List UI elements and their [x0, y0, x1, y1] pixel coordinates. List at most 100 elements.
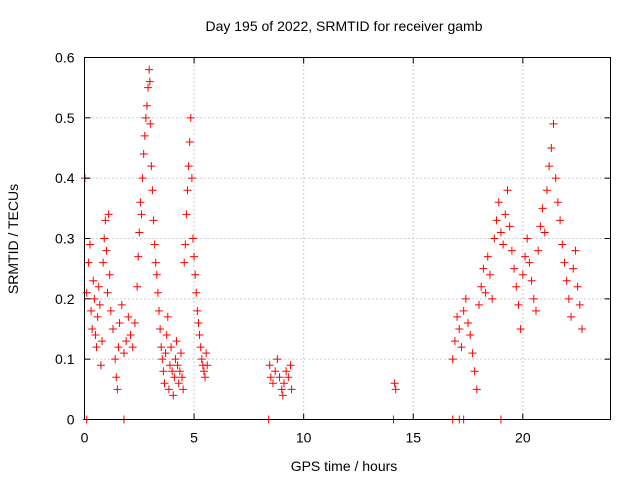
data-point: [390, 379, 399, 388]
data-point: [100, 234, 109, 243]
data-point: [167, 343, 176, 352]
data-point: [98, 337, 107, 346]
data-point: [448, 355, 457, 364]
data-point: [111, 355, 120, 364]
data-point: [201, 373, 210, 382]
data-point: [512, 282, 521, 291]
data-point: [115, 318, 124, 327]
data-point: [128, 343, 137, 352]
data-point: [523, 234, 532, 243]
data-point: [145, 65, 154, 74]
data-point: [496, 228, 505, 237]
data-point: [521, 252, 530, 261]
data-point: [172, 337, 181, 346]
data-point: [104, 210, 113, 219]
data-point: [202, 349, 211, 358]
data-point: [188, 234, 197, 243]
data-point: [193, 306, 202, 315]
data-point: [571, 246, 580, 255]
data-point: [153, 288, 162, 297]
y-tick-label: 0: [67, 412, 75, 428]
data-point: [549, 119, 558, 128]
x-tick-label: 15: [405, 430, 421, 446]
data-point: [122, 337, 131, 346]
data-point: [163, 312, 172, 321]
data-point: [268, 379, 277, 388]
data-point: [514, 300, 523, 309]
data-point: [529, 294, 538, 303]
data-point: [139, 150, 148, 159]
data-point: [138, 174, 147, 183]
data-point: [105, 270, 114, 279]
data-point: [578, 325, 587, 333]
data-point: [277, 385, 286, 394]
data-point: [179, 385, 188, 394]
data-point: [479, 264, 488, 273]
data-point: [507, 246, 516, 255]
data-point: [178, 373, 187, 382]
data-point: [150, 240, 159, 249]
data-point: [87, 306, 96, 315]
x-axis-label: GPS time / hours: [291, 458, 398, 474]
data-point: [137, 210, 146, 219]
data-point: [475, 300, 483, 309]
data-point: [275, 373, 284, 382]
data-point: [516, 325, 525, 333]
data-point: [102, 246, 111, 255]
data-point: [453, 312, 462, 321]
data-point: [168, 367, 177, 376]
data-point: [551, 174, 560, 183]
data-point: [130, 318, 139, 327]
data-point: [278, 391, 287, 400]
data-point: [556, 216, 565, 225]
data-point: [510, 264, 519, 273]
y-tick-label: 0.1: [55, 351, 75, 367]
data-point: [567, 312, 576, 321]
data-point: [194, 318, 203, 327]
data-point: [481, 288, 490, 297]
data-point: [477, 282, 486, 291]
labels-layer: 0 0.1 0.2 0.3 0.4 0.5 0.6 0 5 10 15 20: [55, 50, 531, 446]
data-point: [472, 385, 481, 394]
y-tick-label: 0.2: [55, 291, 75, 307]
data-point: [545, 162, 554, 171]
data-point: [540, 228, 549, 237]
data-point: [575, 300, 584, 309]
data-point: [165, 361, 174, 370]
data-point: [485, 270, 494, 279]
data-point: [525, 258, 534, 267]
y-tick-label: 0.3: [55, 231, 75, 247]
data-point: [527, 276, 536, 285]
data-point: [573, 282, 582, 291]
data-point: [119, 349, 128, 358]
data-point: [553, 198, 562, 207]
data-point: [284, 373, 293, 382]
data-point: [156, 325, 165, 333]
data-point: [126, 331, 135, 340]
data-point: [181, 240, 190, 249]
data-point: [148, 186, 157, 195]
data-point: [149, 216, 158, 225]
data-point: [542, 186, 551, 195]
data-point: [505, 222, 514, 231]
data-point: [152, 270, 161, 279]
data-point: [99, 258, 108, 267]
y-tick-label: 0.6: [55, 50, 75, 66]
data-point: [142, 101, 151, 110]
data-point: [174, 379, 183, 388]
data-point: [184, 162, 193, 171]
data-point: [91, 331, 100, 340]
x-tick-label: 20: [515, 430, 531, 446]
data-point: [492, 216, 501, 225]
data-point: [562, 276, 571, 285]
x-tick-label: 5: [190, 430, 198, 446]
data-point: [94, 282, 103, 291]
data-point: [101, 216, 110, 225]
data-point: [135, 228, 144, 237]
data-point: [106, 306, 115, 315]
data-point: [160, 379, 169, 388]
data-point: [536, 222, 545, 231]
data-point: [185, 137, 194, 146]
data-point: [531, 306, 540, 315]
